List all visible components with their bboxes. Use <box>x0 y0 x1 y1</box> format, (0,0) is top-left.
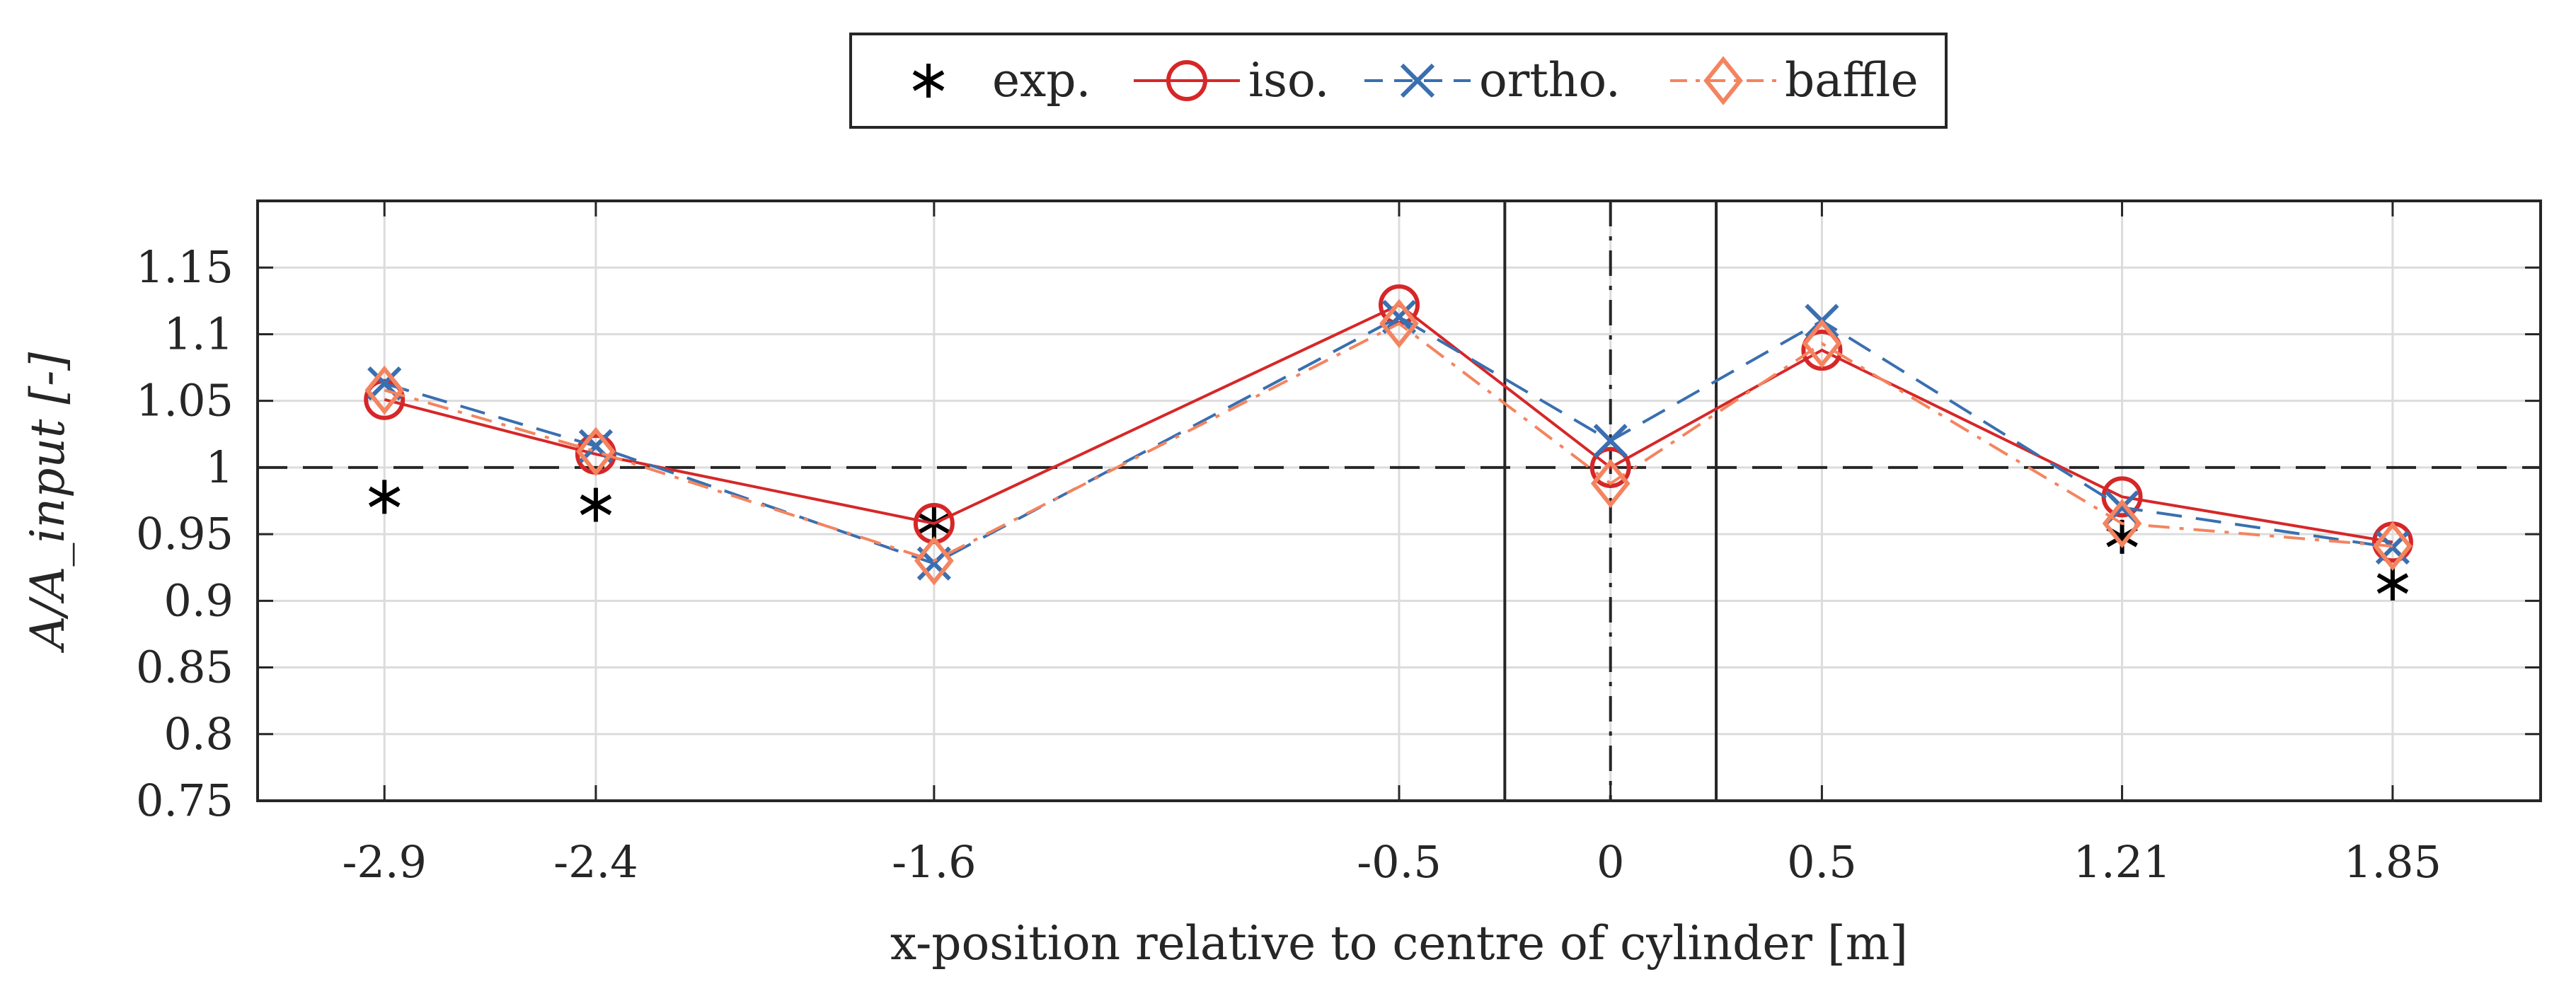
legend-label: baffle <box>1785 53 1919 108</box>
data-point-stroke <box>2376 573 2409 594</box>
tick-labels: -2.9 -2.4 -1.6 -0.5 0 0.5 1.21 1.85 0.75 0.8 0.85 0… <box>136 241 2442 888</box>
x-tick-label: 0 <box>1597 836 1624 888</box>
data-point <box>368 480 401 514</box>
series-ortho <box>367 299 2410 581</box>
legend-marker <box>1703 56 1743 105</box>
legend-marker-stroke <box>912 70 945 91</box>
y-tick-label: 1.15 <box>136 241 234 293</box>
data-point <box>576 427 616 477</box>
legend-entry: exp. <box>912 53 1091 108</box>
data-point-stroke <box>1381 299 1417 335</box>
x-tick-label: 1.21 <box>2074 836 2171 888</box>
data-point <box>1802 318 1842 369</box>
y-tick-label: 0.9 <box>163 574 234 626</box>
data-point-stroke <box>368 486 401 507</box>
x-tick-label: -0.5 <box>1357 836 1442 888</box>
legend-marker <box>1166 60 1207 101</box>
data-point <box>914 535 954 586</box>
x-tick-label: -2.9 <box>342 836 427 888</box>
data-point <box>2102 499 2142 548</box>
legend-entry: iso. <box>1134 53 1330 108</box>
legend-entry: ortho. <box>1364 53 1621 108</box>
x-tick-label: 0.5 <box>1787 836 1857 888</box>
series-line <box>384 322 2393 562</box>
x-tick-label: -1.6 <box>892 836 977 888</box>
series-line <box>384 315 2393 565</box>
data-point <box>2106 519 2138 554</box>
y-tick-label: 1.05 <box>136 375 234 427</box>
x-tick-label: -2.4 <box>553 836 638 888</box>
series-layer <box>364 284 2413 601</box>
legend-marker <box>1400 63 1435 98</box>
data-point <box>2373 521 2413 571</box>
y-tick-label: 1.1 <box>163 308 234 359</box>
y-tick-label: 0.85 <box>136 642 234 693</box>
series-exp <box>368 480 2409 601</box>
data-point <box>1379 299 1419 349</box>
y-tick-label: 0.8 <box>163 708 234 760</box>
data-point <box>1381 299 1417 335</box>
legend: exp. iso. ortho. baffle <box>849 33 1948 129</box>
reference-lines <box>258 201 2541 801</box>
series-line <box>384 303 2393 544</box>
data-point-stroke <box>1593 424 1628 458</box>
series-baffle <box>364 299 2413 586</box>
legend-marker-stroke <box>1400 63 1435 98</box>
legend-label: iso. <box>1248 53 1330 108</box>
data-point <box>1801 330 1843 371</box>
data-point <box>2376 566 2409 601</box>
data-point <box>1590 458 1631 509</box>
y-tick-label: 1 <box>206 441 234 493</box>
data-point <box>1589 446 1631 488</box>
legend-label: ortho. <box>1479 53 1621 108</box>
legend-entry: baffle <box>1670 53 1919 108</box>
x-axis-label: x-position relative to centre of cylinde… <box>890 916 1908 971</box>
x-tick-label: 1.85 <box>2344 836 2442 888</box>
data-point <box>364 365 405 415</box>
y-tick-label: 0.95 <box>136 508 234 560</box>
data-point-stroke <box>580 494 612 516</box>
data-point-stroke <box>367 366 402 401</box>
legend-marker <box>912 64 945 98</box>
data-point <box>580 487 612 522</box>
y-axis-label: A/A_input [-] <box>21 352 75 654</box>
legend-label: exp. <box>992 53 1091 108</box>
y-tick-label: 0.75 <box>136 775 234 826</box>
data-point <box>1593 424 1628 458</box>
axis-ticks <box>258 201 2541 802</box>
